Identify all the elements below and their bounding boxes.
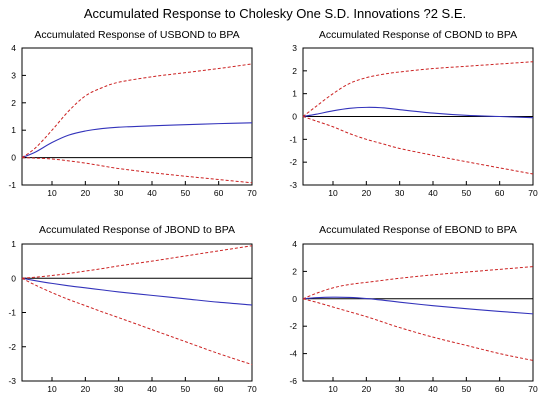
y-tick-label: 0 — [11, 153, 16, 163]
x-tick-label: 30 — [114, 384, 124, 394]
y-tick-label: 4 — [11, 43, 16, 53]
x-tick-label: 40 — [147, 384, 157, 394]
upper-band-line — [21, 63, 253, 159]
x-tick-label: 20 — [81, 384, 91, 394]
response-line — [21, 122, 253, 159]
y-tick-label: 1 — [292, 89, 297, 99]
response-line — [302, 106, 534, 119]
y-tick-label: -1 — [8, 308, 16, 318]
x-tick-label: 50 — [462, 188, 472, 198]
response-line — [21, 277, 253, 306]
panel-title: Accumulated Response of USBOND to BPA — [34, 29, 239, 41]
x-tick-label: 50 — [462, 384, 472, 394]
x-tick-label: 10 — [328, 188, 338, 198]
response-line — [302, 296, 534, 315]
figure-title: Accumulated Response to Cholesky One S.D… — [83, 6, 467, 21]
y-tick-label: -3 — [289, 180, 297, 190]
plot-frame — [21, 47, 253, 186]
y-tick-label: 4 — [292, 239, 297, 249]
x-tick-label: 40 — [428, 384, 438, 394]
x-tick-label: 70 — [247, 384, 257, 394]
y-tick-label: 3 — [11, 70, 16, 80]
y-tick-label: 3 — [292, 43, 297, 53]
panel-title: Accumulated Response of EBOND to BPA — [319, 224, 517, 236]
y-tick-label: 0 — [292, 112, 297, 122]
x-tick-label: 20 — [81, 188, 91, 198]
y-tick-label: -2 — [8, 342, 16, 352]
y-tick-label: 2 — [292, 66, 297, 76]
lower-band-line — [302, 298, 534, 361]
x-tick-label: 30 — [395, 384, 405, 394]
x-tick-label: 60 — [495, 384, 505, 394]
upper-band-line — [302, 266, 534, 300]
y-tick-label: -2 — [289, 157, 297, 167]
y-tick-label: 0 — [292, 294, 297, 304]
x-tick-label: 20 — [362, 384, 372, 394]
x-tick-label: 60 — [214, 188, 224, 198]
panel-title: Accumulated Response of JBOND to BPA — [39, 224, 235, 236]
y-tick-label: 1 — [11, 239, 16, 249]
x-tick-label: 60 — [214, 384, 224, 394]
x-tick-label: 30 — [114, 188, 124, 198]
x-tick-label: 70 — [247, 188, 257, 198]
plot-frame — [21, 243, 253, 382]
y-tick-label: 0 — [11, 273, 16, 283]
y-tick-label: -3 — [8, 376, 16, 386]
y-tick-label: 2 — [11, 98, 16, 108]
upper-band-line — [21, 245, 253, 279]
lower-band-line — [302, 116, 534, 175]
panel-title: Accumulated Response of CBOND to BPA — [319, 29, 517, 41]
x-tick-label: 10 — [47, 188, 57, 198]
y-tick-label: -6 — [289, 376, 297, 386]
x-tick-label: 10 — [328, 384, 338, 394]
plot-frame — [302, 243, 534, 382]
y-tick-label: 2 — [292, 266, 297, 276]
x-tick-label: 60 — [495, 188, 505, 198]
upper-band-line — [302, 61, 534, 117]
y-tick-label: -4 — [289, 349, 297, 359]
lower-band-line — [21, 277, 253, 366]
y-tick-label: -1 — [8, 180, 16, 190]
y-tick-label: 1 — [11, 125, 16, 135]
x-tick-label: 70 — [528, 384, 538, 394]
x-tick-label: 20 — [362, 188, 372, 198]
x-tick-label: 10 — [47, 384, 57, 394]
y-tick-label: -2 — [289, 321, 297, 331]
x-tick-label: 70 — [528, 188, 538, 198]
x-tick-label: 30 — [395, 188, 405, 198]
lower-band-line — [21, 157, 253, 184]
y-tick-label: -1 — [289, 134, 297, 144]
x-tick-label: 40 — [147, 188, 157, 198]
x-tick-label: 50 — [181, 384, 191, 394]
x-tick-label: 50 — [181, 188, 191, 198]
x-tick-label: 40 — [428, 188, 438, 198]
